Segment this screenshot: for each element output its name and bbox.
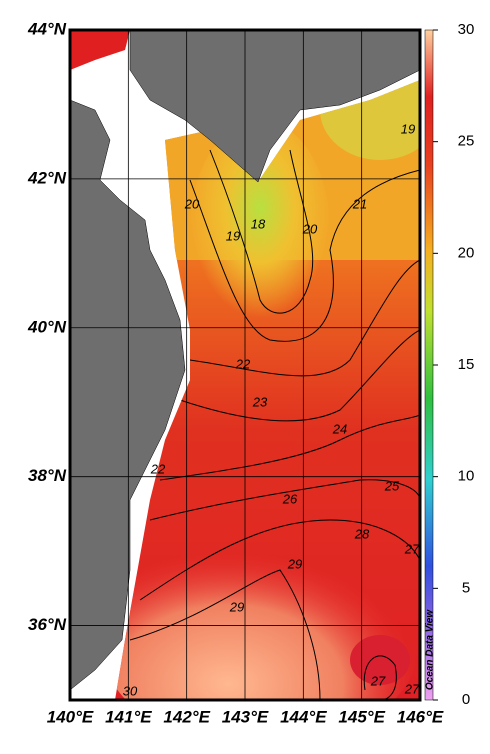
- contour-label: 30: [123, 683, 138, 698]
- colorbar-tick-label: 20: [458, 244, 475, 261]
- contour-label: 21: [352, 196, 367, 211]
- contour-label: 19: [401, 121, 415, 136]
- colorbar-tick-label: 0: [462, 691, 470, 708]
- contour-label: 20: [184, 196, 200, 211]
- y-tick-label: 38°N: [28, 466, 67, 485]
- contour-label: 22: [150, 461, 166, 476]
- y-tick-label: 40°N: [27, 317, 67, 336]
- x-tick-label: 144°E: [280, 707, 327, 726]
- x-tick-label: 142°E: [163, 707, 210, 726]
- contour-label: 29: [287, 556, 302, 571]
- map-area: 19 20 18 19 20 21 22 23 24 22 25 26 28 27 29 29 27 30 27: [70, 30, 420, 700]
- colorbar-tick-label: 30: [458, 21, 475, 38]
- x-tick-label: 140°E: [47, 707, 94, 726]
- contour-label: 28: [354, 526, 370, 541]
- frame: [68, 28, 422, 702]
- x-tick-label: 143°E: [222, 707, 269, 726]
- colorbar-tick-label: 10: [458, 468, 475, 485]
- y-tick-label: 44°N: [27, 19, 67, 38]
- contour-label: 27: [404, 541, 420, 556]
- grid: [70, 30, 420, 700]
- contour-label: 27: [404, 681, 420, 696]
- contour-label: 27: [370, 673, 386, 688]
- contour-label: 29: [229, 599, 244, 614]
- contour-labels: 19 20 18 19 20 21 22 23 24 22 25 26 28 27 29 29 27 30 27: [123, 121, 420, 698]
- land-honshu: [70, 99, 186, 691]
- contour-label: 18: [251, 216, 266, 231]
- x-tick-label: 141°E: [105, 707, 152, 726]
- contour-label: 23: [252, 394, 268, 409]
- contour-label: 24: [332, 421, 347, 436]
- watermark: Ocean Data View: [425, 609, 436, 690]
- x-tick-label: 145°E: [338, 707, 385, 726]
- contour-label: 19: [226, 228, 240, 243]
- y-tick-label: 36°N: [28, 615, 67, 634]
- contour-label: 26: [282, 491, 298, 506]
- land-hokkaido: [129, 30, 420, 183]
- x-tick-label: 146°E: [397, 707, 444, 726]
- y-tick-label: 42°N: [27, 168, 67, 187]
- colorbar-tick-label: 5: [462, 579, 470, 596]
- colorbar-tick-label: 25: [458, 133, 475, 150]
- colorbar: [424, 29, 434, 701]
- colorbar-tick-label: 15: [458, 356, 475, 373]
- contour-label: 25: [384, 478, 400, 493]
- contour-label: 20: [302, 221, 318, 236]
- contour-label: 22: [235, 356, 251, 371]
- sst-patch: [70, 30, 130, 70]
